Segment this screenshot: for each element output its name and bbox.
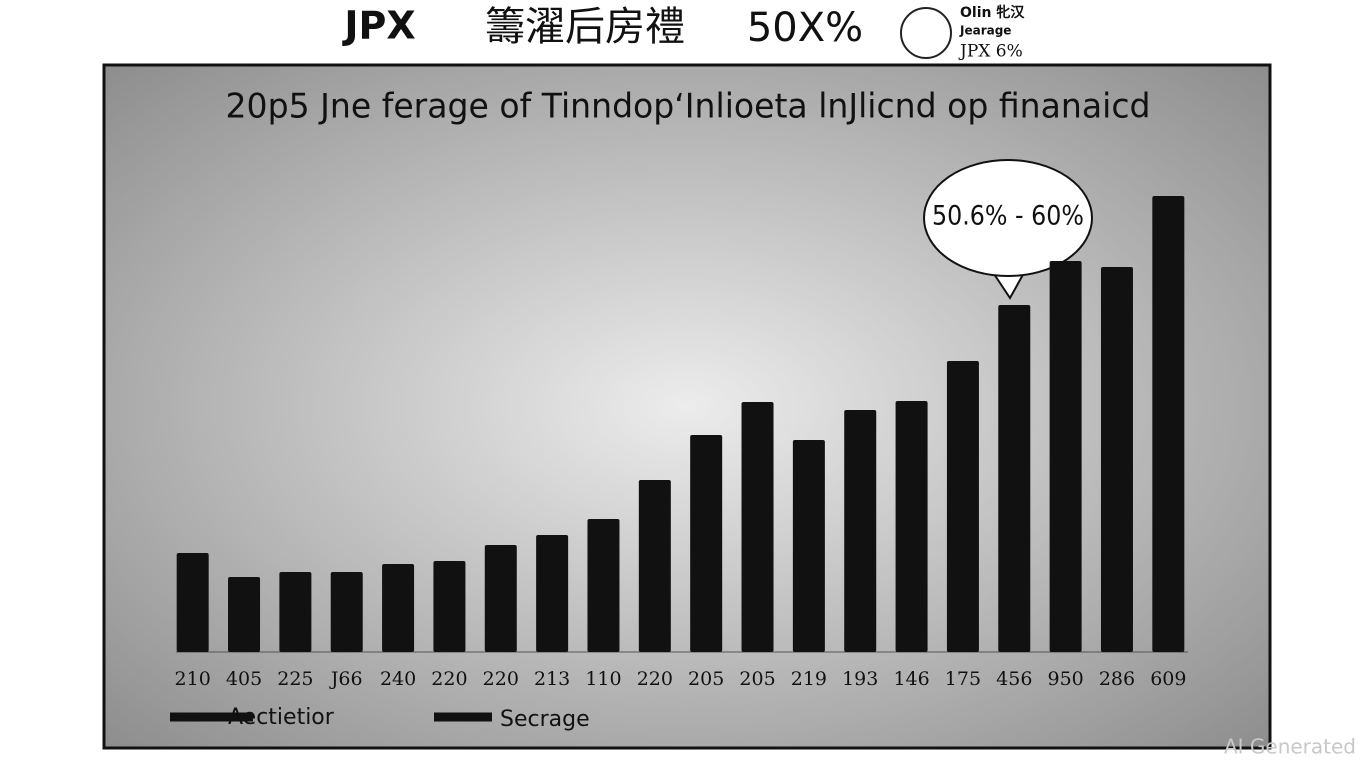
watermark: AI Generated — [1224, 735, 1356, 759]
header-part: 50X% — [747, 5, 863, 51]
bar — [433, 561, 466, 652]
x-tick-label: 175 — [945, 668, 981, 690]
x-tick-label: 220 — [483, 668, 519, 690]
bar — [690, 435, 723, 652]
x-tick-label: 220 — [637, 668, 673, 690]
x-tick-label: 220 — [431, 668, 467, 690]
bar — [998, 305, 1031, 652]
x-tick-label: 210 — [175, 668, 211, 690]
legend-label: Aectietior — [228, 705, 335, 730]
bar — [792, 440, 825, 652]
bar — [741, 402, 774, 652]
chart-title: 20p5 Jne ferage of Tinndop‘Inlioeta lnJl… — [226, 87, 1151, 127]
badge-seal — [900, 7, 952, 59]
bar — [1152, 196, 1185, 652]
badge-text: JPX 6% — [958, 42, 1023, 62]
x-tick-label: 950 — [1047, 668, 1083, 690]
badge-text: Jearage — [959, 24, 1011, 38]
x-tick-label: 193 — [842, 668, 878, 690]
x-tick-label: J66 — [329, 668, 363, 690]
x-tick-label: 609 — [1150, 668, 1186, 690]
bar — [536, 535, 569, 652]
header-part: JPX — [341, 4, 415, 48]
bar — [844, 410, 877, 652]
bar — [228, 577, 261, 652]
x-tick-label: 225 — [277, 668, 313, 690]
bar — [330, 572, 363, 652]
x-tick-label: 110 — [585, 668, 621, 690]
chart-panel — [102, 63, 1272, 750]
x-tick-label: 213 — [534, 668, 570, 690]
bar — [1100, 267, 1133, 652]
callout-join — [992, 262, 1030, 272]
x-tick-label: 286 — [1099, 668, 1135, 690]
callout — [923, 159, 1093, 277]
bar — [484, 545, 517, 652]
x-tick-label: 146 — [893, 668, 929, 690]
x-tick-label: 205 — [688, 668, 724, 690]
badge-text: Olin 牝汉 — [960, 4, 1025, 21]
x-tick-label: 456 — [996, 668, 1032, 690]
header-part: 籌濯后房禮 — [485, 4, 685, 50]
legend-label: Secrage — [500, 707, 590, 732]
bar — [382, 564, 415, 652]
x-tick-label: 205 — [739, 668, 775, 690]
x-tick-label: 219 — [791, 668, 827, 690]
x-tick-label: 405 — [226, 668, 262, 690]
annotation: 50.6% - 60% — [932, 201, 1084, 232]
bar — [587, 519, 620, 652]
x-tick-label: 240 — [380, 668, 416, 690]
bar — [895, 401, 928, 652]
bar — [638, 480, 671, 652]
bar — [946, 361, 979, 652]
bar — [176, 553, 209, 652]
bar — [279, 572, 312, 652]
bar — [1049, 261, 1082, 652]
